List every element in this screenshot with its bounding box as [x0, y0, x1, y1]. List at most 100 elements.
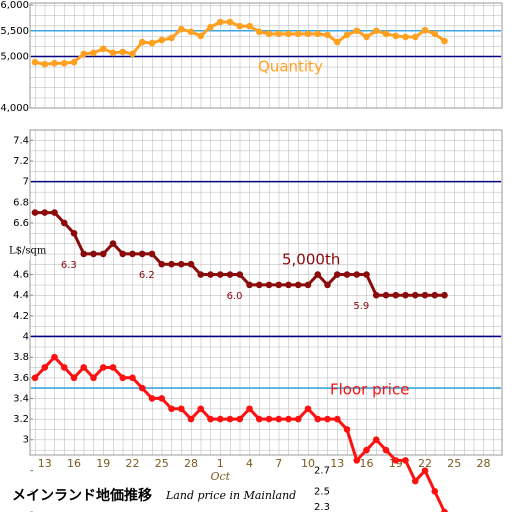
x-tick-label: 25	[155, 457, 169, 470]
data-point	[314, 30, 322, 38]
data-point	[421, 26, 429, 34]
data-point	[109, 240, 117, 247]
x-tick-label: 22	[126, 457, 140, 470]
data-point	[382, 446, 390, 454]
x-tick-label: 1	[217, 457, 224, 470]
data-point	[60, 364, 68, 371]
data-point	[353, 457, 361, 464]
data-point	[304, 281, 312, 289]
data-point	[31, 374, 39, 382]
data-point	[265, 415, 273, 423]
chart-subtitle: Land price in Mainland	[165, 489, 296, 502]
data-point	[372, 436, 380, 444]
data-point	[41, 209, 49, 216]
data-layer: 13161922252814710131619222528Oct14,00015…	[0, 0, 501, 516]
y-tick-label: 3	[23, 435, 29, 446]
data-point	[411, 291, 419, 299]
data-point	[382, 30, 390, 38]
data-point	[353, 27, 361, 35]
data-point	[187, 415, 195, 423]
data-point	[246, 405, 253, 413]
data-point	[70, 229, 78, 237]
data-point	[294, 415, 302, 423]
data-point	[216, 271, 224, 278]
data-point	[41, 364, 49, 371]
x-tick-label: 22	[418, 457, 432, 470]
data-point	[60, 59, 68, 67]
data-point	[216, 18, 224, 26]
data-point	[90, 250, 97, 258]
y-tick-label: 2.7	[314, 466, 330, 477]
data-point	[31, 209, 39, 216]
x-tick-label: 7	[275, 457, 282, 470]
y-tick-label: 4.2	[13, 311, 29, 322]
data-point	[207, 271, 214, 278]
x-tick-label: 28	[184, 457, 198, 470]
data-point	[70, 374, 78, 382]
data-point	[275, 30, 283, 38]
y-tick-label: 3.8	[13, 352, 29, 363]
data-point	[246, 22, 253, 30]
data-point	[177, 405, 185, 413]
data-point	[285, 30, 292, 38]
y-tick-label: 7.2	[13, 156, 29, 167]
data-point	[343, 271, 351, 278]
data-point	[197, 271, 205, 278]
y-tick-label: 4.6	[13, 270, 29, 281]
data-point	[246, 281, 253, 289]
data-point	[372, 27, 380, 35]
data-point	[168, 260, 175, 268]
data-point	[31, 58, 39, 66]
y-tick-label: 2.3	[314, 502, 330, 512]
data-point	[187, 28, 195, 36]
data-point	[431, 488, 439, 495]
data-point	[158, 36, 166, 44]
data-point	[138, 38, 146, 46]
data-point	[255, 281, 263, 289]
data-point	[333, 271, 341, 278]
y-tick-label: 6.6	[13, 218, 29, 229]
data-point	[392, 457, 400, 464]
data-point	[138, 384, 146, 392]
data-point	[129, 250, 136, 258]
y-tick-label: 4.4	[13, 290, 29, 301]
data-point	[148, 250, 156, 258]
data-point	[60, 219, 68, 227]
y-tick-label: 3.4	[13, 393, 29, 404]
month-label: Oct	[210, 470, 230, 483]
data-point	[343, 31, 351, 39]
data-point	[275, 281, 283, 289]
data-point	[324, 415, 331, 423]
data-point	[226, 271, 234, 278]
data-point	[363, 446, 370, 454]
data-point	[294, 30, 302, 38]
data-point	[177, 260, 185, 268]
series-label: Quantity	[258, 58, 323, 76]
data-point	[285, 281, 292, 289]
data-point	[148, 395, 156, 402]
data-point	[129, 374, 136, 382]
top-plot-area	[29, 2, 503, 109]
data-point	[158, 395, 166, 402]
data-point	[421, 467, 429, 475]
data-point	[402, 291, 409, 299]
data-point	[411, 33, 419, 41]
data-point	[226, 18, 234, 26]
data-point	[80, 250, 88, 258]
data-point	[99, 364, 107, 371]
data-point	[187, 260, 195, 268]
data-point	[158, 260, 166, 268]
data-point	[314, 415, 322, 423]
data-point	[353, 271, 361, 278]
data-point	[294, 281, 302, 289]
data-point	[168, 34, 175, 42]
data-point	[402, 33, 409, 41]
data-point	[392, 32, 400, 40]
y-axis-label: L$/sqm	[9, 246, 47, 257]
data-point	[216, 415, 224, 423]
data-point	[441, 291, 448, 299]
y-tick-label: 15,500	[0, 26, 29, 37]
data-point	[343, 426, 351, 433]
data-point	[236, 22, 244, 30]
chart-title: メインランド地価推移	[12, 487, 152, 504]
